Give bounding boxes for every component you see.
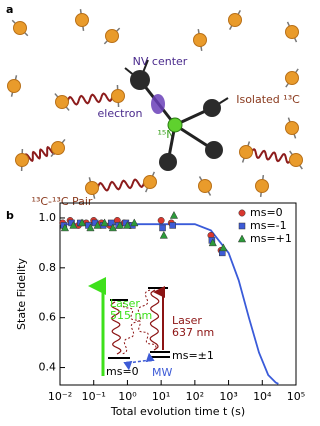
nuclear-spin — [111, 89, 125, 103]
mw-arrow — [123, 352, 155, 371]
nuclear-spin — [75, 13, 89, 27]
y-axis-label: State Fidelity — [15, 258, 28, 330]
nuclear-spin — [198, 179, 212, 193]
nuclear-spin — [105, 29, 119, 43]
fit-line — [60, 223, 279, 385]
data-point — [169, 222, 176, 229]
pair-label: ¹³C-¹³C Pair — [32, 195, 93, 208]
nv-molecule — [124, 59, 229, 171]
nuclear-spin — [13, 21, 27, 35]
nitrogen-label: ¹⁵N — [157, 128, 174, 141]
panel-label: b — [6, 209, 14, 222]
data-point — [159, 224, 166, 232]
legend-label: ms=-1 — [250, 219, 287, 232]
data-point — [93, 220, 102, 229]
nuclear-spin — [228, 13, 242, 27]
nuclear-spin — [7, 79, 21, 93]
legend-marker — [238, 209, 246, 217]
legend-label: ms=+1 — [250, 232, 292, 245]
x-tick-label: 10⁻² — [48, 390, 72, 403]
spin-coupling — [61, 91, 119, 107]
nuclear-spin — [193, 33, 207, 47]
nuclear-spin — [285, 25, 299, 39]
x-tick-label: 10¹ — [152, 390, 170, 403]
nuclear-spin — [239, 145, 253, 159]
x-tick-label: 10² — [186, 390, 204, 403]
annotation: Laser — [110, 297, 140, 310]
nuclear-spin — [55, 95, 69, 109]
x-tick-label: 10⁻¹ — [82, 390, 106, 403]
x-axis-label: Total evolution time t (s) — [110, 405, 245, 418]
nuclear-spin — [51, 141, 65, 155]
legend-label: ms=0 — [250, 206, 283, 219]
nuclear-spin — [85, 181, 99, 195]
isc — [122, 301, 157, 351]
annotation: Laser — [172, 314, 202, 327]
x-tick-label: 10⁵ — [287, 390, 305, 403]
x-tick-label: 10³ — [219, 390, 237, 403]
nuclear-spin — [289, 153, 303, 167]
nuclear-spin — [143, 175, 157, 189]
x-tick-label: 10⁰ — [118, 390, 137, 403]
y-tick-label: 0.6 — [39, 311, 57, 324]
data-point — [100, 218, 109, 227]
data-point — [157, 217, 165, 224]
legend-marker — [237, 234, 247, 243]
y-tick-label: 0.8 — [39, 261, 57, 274]
spin-coupling — [245, 148, 297, 164]
plot-frame — [59, 202, 297, 386]
data-point — [159, 230, 168, 239]
spin-coupling — [91, 177, 151, 193]
isc — [121, 289, 151, 355]
nuclear-spin — [15, 153, 29, 167]
data-point — [77, 218, 87, 227]
data-point — [69, 220, 78, 229]
electron-label: electron — [98, 107, 143, 120]
data-point — [169, 210, 179, 219]
panel-label: a — [6, 3, 13, 16]
annotation: 637 nm — [172, 326, 214, 339]
nuclear-spin — [255, 179, 269, 193]
data-point — [60, 223, 70, 232]
y-tick-label: 0.4 — [39, 361, 57, 374]
nuclear-spin — [285, 71, 299, 85]
data-point — [108, 223, 117, 232]
isolated-label: Isolated ¹³C — [236, 93, 300, 106]
annotation: ms=0 — [106, 365, 139, 378]
x-tick-label: 10⁴ — [253, 390, 272, 403]
annotation: MW — [152, 366, 172, 379]
data-point — [219, 243, 228, 252]
emission — [110, 301, 122, 355]
nv-center-label: NV center — [133, 55, 188, 68]
data-point — [107, 219, 115, 227]
data-point — [115, 220, 125, 229]
data-point — [86, 223, 95, 232]
emission — [149, 289, 160, 351]
nuclear-spin — [285, 121, 299, 135]
data-point — [130, 218, 139, 227]
data-point — [208, 238, 217, 247]
annotation: 515 nm — [110, 309, 152, 322]
annotation: ms=±1 — [172, 349, 214, 362]
legend-marker — [238, 222, 246, 230]
y-tick-label: 1.0 — [39, 211, 57, 224]
data-point — [123, 220, 132, 229]
